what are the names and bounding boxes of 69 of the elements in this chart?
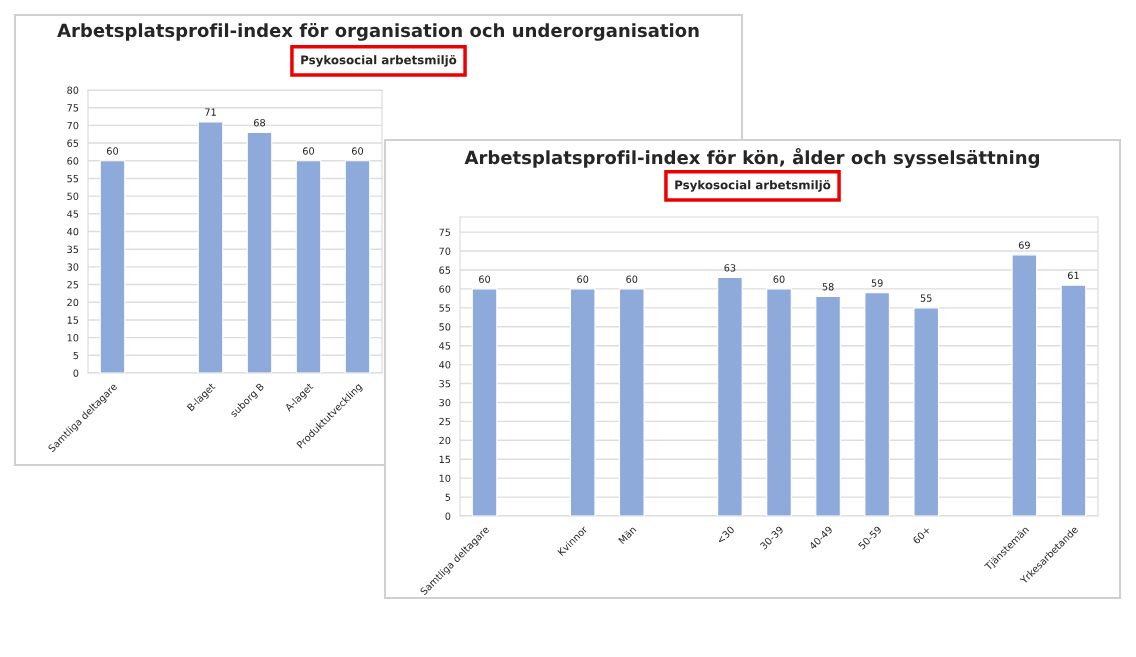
y-tick-label: 55 — [67, 175, 79, 183]
data-label: 60 — [302, 147, 315, 155]
y-tick-label: 40 — [67, 227, 79, 236]
y-tick-label: 80 — [67, 86, 79, 94]
y-tick-label: 0 — [445, 512, 451, 520]
x-tick-label: 60+ — [912, 525, 931, 545]
chart-title: Arbetsplatsprofil-index för kön, ålder och sysselsättning — [464, 148, 1040, 168]
chart-subtitle: Psykosocial arbetsmiljö — [675, 180, 831, 192]
y-tick-label: 0 — [73, 369, 79, 377]
y-tick-label: 20 — [67, 298, 79, 307]
bar — [1060, 284, 1087, 516]
y-tick-label: 25 — [67, 281, 79, 289]
bar — [717, 277, 743, 516]
y-tick-label: 20 — [439, 436, 451, 445]
y-tick-label: 50 — [439, 323, 451, 331]
data-label: 60 — [351, 147, 364, 155]
data-label: 55 — [920, 294, 932, 302]
y-tick-label: 35 — [67, 245, 79, 254]
data-label: 58 — [822, 283, 834, 291]
data-label: 60 — [773, 275, 785, 283]
y-tick-label: 65 — [67, 139, 79, 147]
y-tick-label: 10 — [439, 474, 451, 482]
y-tick-label: 60 — [67, 157, 79, 165]
bar — [1011, 254, 1038, 516]
y-tick-label: 40 — [439, 361, 451, 369]
bar — [246, 131, 273, 373]
y-tick-label: 75 — [67, 104, 79, 112]
y-tick-label: 70 — [439, 247, 451, 255]
bar — [618, 288, 645, 516]
data-label: 63 — [724, 264, 736, 272]
bar — [471, 288, 498, 516]
y-tick-label: 30 — [439, 398, 451, 407]
chart-subtitle: Psykosocial arbetsmiljö — [301, 55, 457, 67]
y-tick-label: 5 — [445, 493, 451, 501]
y-tick-label: 5 — [73, 351, 79, 360]
bar — [815, 295, 841, 516]
bar — [864, 292, 890, 516]
bar — [913, 307, 940, 516]
data-label: 59 — [871, 279, 883, 287]
bar — [344, 160, 371, 373]
y-tick-label: 15 — [439, 455, 451, 464]
data-label: 71 — [205, 108, 216, 116]
y-tick-label: 70 — [67, 121, 79, 130]
bar — [766, 288, 792, 516]
data-label: 60 — [479, 275, 491, 283]
data-label: 60 — [577, 275, 589, 283]
data-label: 60 — [626, 275, 638, 283]
y-tick-label: 25 — [439, 417, 451, 426]
y-tick-label: 45 — [439, 342, 451, 350]
bar — [99, 160, 126, 373]
data-label: 69 — [1018, 241, 1030, 249]
chart-title: Arbetsplatsprofil-index för organisation och underorganisation — [57, 23, 699, 41]
data-label: 68 — [253, 119, 266, 127]
y-tick-label: 50 — [67, 192, 79, 200]
y-tick-label: 30 — [67, 263, 79, 271]
bar — [197, 121, 224, 373]
y-tick-label: 60 — [439, 285, 451, 293]
y-tick-label: 45 — [67, 210, 79, 218]
y-tick-label: 75 — [439, 228, 451, 236]
y-tick-label: 65 — [439, 266, 451, 274]
y-tick-label: 15 — [67, 316, 79, 324]
y-tick-label: 55 — [439, 304, 451, 312]
data-label: 61 — [1067, 271, 1079, 280]
bar — [569, 288, 596, 516]
bar — [295, 160, 322, 373]
y-tick-label: 35 — [439, 380, 451, 388]
data-label: 60 — [106, 147, 119, 155]
x-tick-label: <30 — [716, 525, 735, 545]
y-tick-label: 10 — [67, 334, 79, 342]
